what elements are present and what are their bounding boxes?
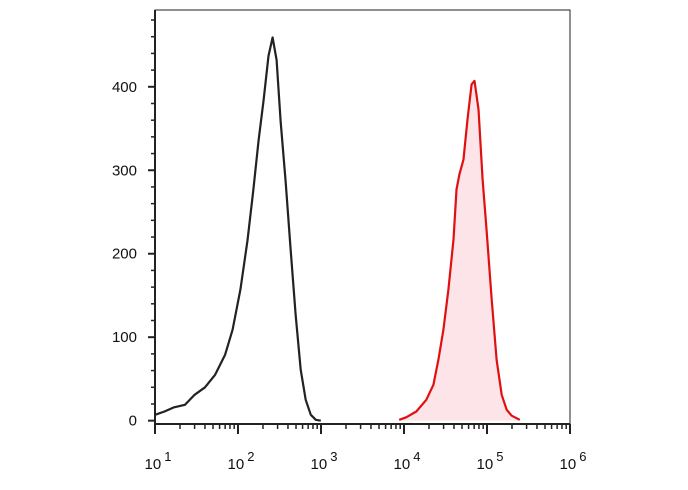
- tick-exponent: 3: [330, 449, 337, 464]
- plot-frame: [154, 9, 571, 425]
- tick-exponent: 1: [164, 449, 171, 464]
- tick-exponent: 6: [579, 449, 586, 464]
- y-tick-label: 400: [112, 79, 137, 96]
- series-line: [398, 79, 521, 421]
- x-tick-label: 10 4: [394, 449, 421, 473]
- tick-base: 10: [394, 456, 411, 473]
- x-tick-label: 10 1: [145, 449, 172, 473]
- tick-base: 10: [311, 456, 328, 473]
- y-tick-label: 0: [129, 413, 137, 430]
- x-tick-label: 10 3: [311, 449, 338, 473]
- y-tick-label: 300: [112, 162, 137, 179]
- y-tick-label: 200: [112, 246, 137, 263]
- series-area: [399, 80, 520, 421]
- series-line: [154, 36, 321, 422]
- tick-base: 10: [228, 456, 245, 473]
- tick-base: 10: [560, 456, 577, 473]
- x-tick-label: 10 5: [477, 449, 504, 473]
- x-tick-label: 10 2: [228, 449, 255, 473]
- tick-base: 10: [145, 456, 162, 473]
- tick-exponent: 4: [413, 449, 420, 464]
- y-tick-label: 100: [112, 329, 137, 346]
- x-tick-label: 10 6: [560, 449, 587, 473]
- tick-base: 10: [477, 456, 494, 473]
- tick-exponent: 5: [496, 449, 503, 464]
- tick-exponent: 2: [247, 449, 254, 464]
